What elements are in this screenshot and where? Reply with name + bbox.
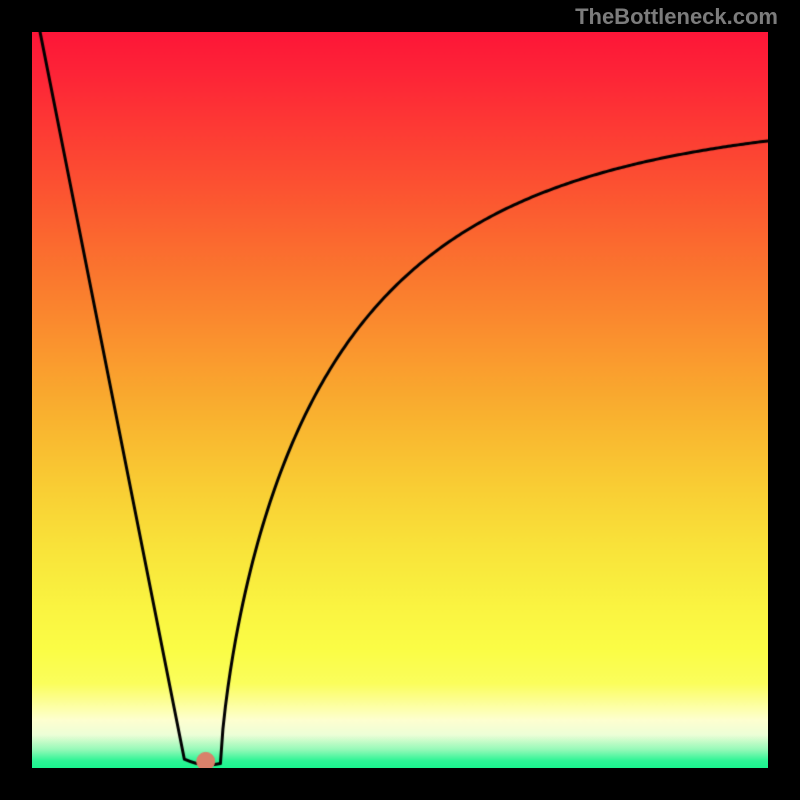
plot-area — [32, 32, 768, 768]
chart-frame: TheBottleneck.com — [0, 0, 800, 800]
plot-canvas — [32, 32, 768, 768]
